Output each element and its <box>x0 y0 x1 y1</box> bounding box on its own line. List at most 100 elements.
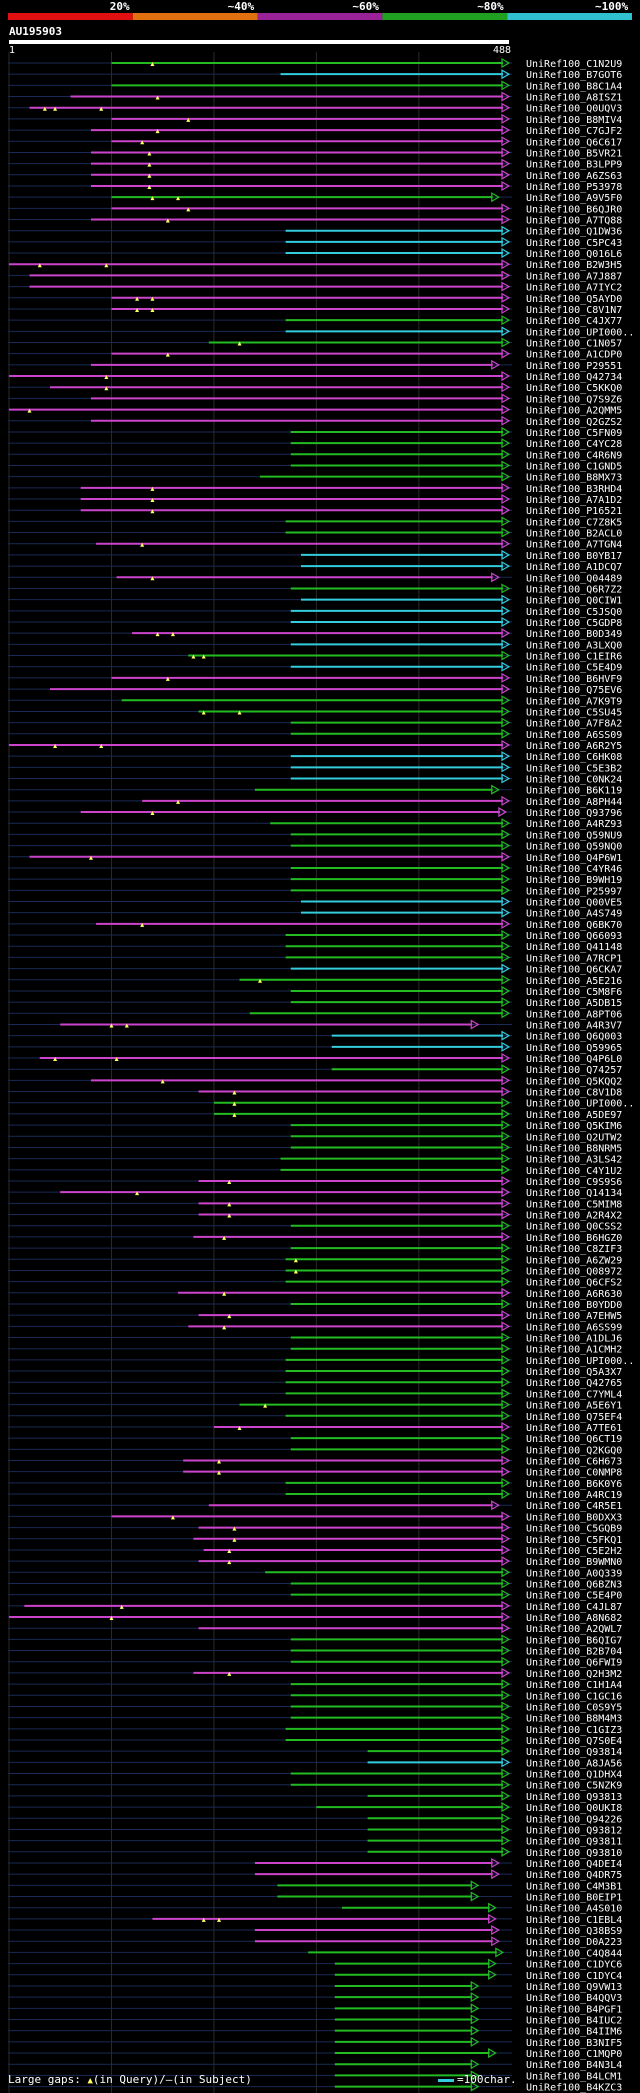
hit-label[interactable]: UniRef100_B8MIV4 <box>526 115 622 126</box>
hit-label[interactable]: UniRef100_B9WH19 <box>526 875 622 886</box>
hit-label[interactable]: UniRef100_Q0UKI8 <box>526 1803 622 1814</box>
hit-label[interactable]: UniRef100_UPI000.. <box>526 1099 634 1110</box>
hit-label[interactable]: UniRef100_Q5AYD0 <box>526 294 622 305</box>
hit-label[interactable]: UniRef100_A7IYC2 <box>526 283 622 294</box>
hit-label[interactable]: UniRef100_A5DB15 <box>526 998 622 1009</box>
hit-label[interactable]: UniRef100_A6SS09 <box>526 730 622 741</box>
hit-label[interactable]: UniRef100_C8ZIF3 <box>526 1244 622 1255</box>
hit-label[interactable]: UniRef100_UPI000.. <box>526 1356 634 1367</box>
hit-label[interactable]: UniRef100_A1CMH2 <box>526 1345 622 1356</box>
hit-label[interactable]: UniRef100_A2QMM5 <box>526 406 622 417</box>
hit-label[interactable]: UniRef100_Q1DHX4 <box>526 1770 622 1781</box>
hit-label[interactable]: UniRef100_A6ZS63 <box>526 171 622 182</box>
hit-label[interactable]: UniRef100_Q93814 <box>526 1747 622 1758</box>
hit-label[interactable]: UniRef100_Q59965 <box>526 1043 622 1054</box>
hit-label[interactable]: UniRef100_C5MIM8 <box>526 1199 622 1210</box>
hit-label[interactable]: UniRef100_A8JA56 <box>526 1758 622 1769</box>
hit-label[interactable]: UniRef100_A7J887 <box>526 271 622 282</box>
hit-label[interactable]: UniRef100_P29551 <box>526 361 622 372</box>
hit-label[interactable]: UniRef100_B6QIG7 <box>526 1635 622 1646</box>
hit-label[interactable]: UniRef100_B6HVF9 <box>526 674 622 685</box>
hit-label[interactable]: UniRef100_B8NRM5 <box>526 1143 622 1154</box>
hit-label[interactable]: UniRef100_Q7S9Z6 <box>526 394 622 405</box>
hit-label[interactable]: UniRef100_C4R6N9 <box>526 450 622 461</box>
hit-label[interactable]: UniRef100_C5E3B2 <box>526 763 622 774</box>
hit-label[interactable]: UniRef100_A1DCQ7 <box>526 562 622 573</box>
hit-label[interactable]: UniRef100_Q42765 <box>526 1378 622 1389</box>
hit-label[interactable]: UniRef100_A7TE61 <box>526 1423 622 1434</box>
hit-label[interactable]: UniRef100_Q6FWI9 <box>526 1658 622 1669</box>
hit-label[interactable]: UniRef100_B2ACL0 <box>526 529 622 540</box>
hit-label[interactable]: UniRef100_A3LS42 <box>526 1155 622 1166</box>
hit-label[interactable]: UniRef100_A7RCP1 <box>526 953 622 964</box>
hit-label[interactable]: UniRef100_A1DLJ6 <box>526 1334 622 1345</box>
hit-label[interactable]: UniRef100_C5KKQ0 <box>526 383 622 394</box>
hit-label[interactable]: UniRef100_Q59NQ0 <box>526 842 622 853</box>
hit-label[interactable]: UniRef100_C5FN09 <box>526 428 622 439</box>
hit-label[interactable]: UniRef100_C1MQP0 <box>526 2049 622 2060</box>
hit-label[interactable]: UniRef100_Q93811 <box>526 1837 622 1848</box>
hit-label[interactable]: UniRef100_C1EIR6 <box>526 652 622 663</box>
hit-label[interactable]: UniRef100_B4QQV3 <box>526 1993 622 2004</box>
hit-label[interactable]: UniRef100_Q5A3X7 <box>526 1367 622 1378</box>
hit-label[interactable]: UniRef100_C5M8F6 <box>526 987 622 998</box>
hit-label[interactable]: UniRef100_C4M3B1 <box>526 1881 622 1892</box>
hit-label[interactable]: UniRef100_C4Y1U2 <box>526 1166 622 1177</box>
hit-label[interactable]: UniRef100_B4KZC3 <box>526 2083 622 2093</box>
hit-label[interactable]: UniRef100_Q4P6W1 <box>526 853 622 864</box>
hit-label[interactable]: UniRef100_C1GC16 <box>526 1691 622 1702</box>
hit-label[interactable]: UniRef100_C4YR46 <box>526 864 622 875</box>
hit-label[interactable]: UniRef100_B0YB17 <box>526 551 622 562</box>
hit-label[interactable]: UniRef100_Q14134 <box>526 1188 622 1199</box>
hit-label[interactable]: UniRef100_Q2H3M2 <box>526 1669 622 1680</box>
hit-label[interactable]: UniRef100_Q9VW13 <box>526 1982 622 1993</box>
hit-label[interactable]: UniRef100_Q41148 <box>526 942 622 953</box>
hit-label[interactable]: UniRef100_C4Q844 <box>526 1948 622 1959</box>
hit-label[interactable]: UniRef100_Q5KQQ2 <box>526 1076 622 1087</box>
hit-label[interactable]: UniRef100_A8PT06 <box>526 1009 622 1020</box>
hit-label[interactable]: UniRef100_C5GQB9 <box>526 1524 622 1535</box>
hit-label[interactable]: UniRef100_C7YML4 <box>526 1389 622 1400</box>
hit-label[interactable]: UniRef100_Q2KGQ0 <box>526 1445 622 1456</box>
hit-label[interactable]: UniRef100_C5E4D9 <box>526 663 622 674</box>
hit-label[interactable]: UniRef100_B7GOT6 <box>526 70 622 81</box>
hit-label[interactable]: UniRef100_Q0CIW1 <box>526 596 622 607</box>
hit-label[interactable]: UniRef100_B8M4M3 <box>526 1714 622 1725</box>
hit-label[interactable]: UniRef100_B3LPP9 <box>526 160 622 171</box>
hit-label[interactable]: UniRef100_A6R2Y5 <box>526 741 622 752</box>
hit-label[interactable]: UniRef100_A9V5F0 <box>526 193 622 204</box>
hit-label[interactable]: UniRef100_B8MX73 <box>526 473 622 484</box>
hit-label[interactable]: UniRef100_C4JX77 <box>526 316 622 327</box>
hit-label[interactable]: UniRef100_A4RZ93 <box>526 819 622 830</box>
hit-label[interactable]: UniRef100_Q0UQV3 <box>526 104 622 115</box>
hit-label[interactable]: UniRef100_C1EBL4 <box>526 1915 622 1926</box>
hit-label[interactable]: UniRef100_Q4P6L0 <box>526 1054 622 1065</box>
hit-label[interactable]: UniRef100_B6K0Y6 <box>526 1479 622 1490</box>
hit-label[interactable]: UniRef100_B6HGZ0 <box>526 1233 622 1244</box>
hit-label[interactable]: UniRef100_C5NZK9 <box>526 1781 622 1792</box>
hit-label[interactable]: UniRef100_B0YDD0 <box>526 1300 622 1311</box>
hit-label[interactable]: UniRef100_C5FKQ1 <box>526 1535 622 1546</box>
hit-label[interactable]: UniRef100_A2R4X2 <box>526 1211 622 1222</box>
hit-label[interactable]: UniRef100_C5SU45 <box>526 707 622 718</box>
hit-label[interactable]: UniRef100_Q66093 <box>526 931 622 942</box>
hit-label[interactable]: UniRef100_Q75EV6 <box>526 685 622 696</box>
hit-label[interactable]: UniRef100_Q6CKA7 <box>526 965 622 976</box>
hit-label[interactable]: UniRef100_Q93810 <box>526 1848 622 1859</box>
hit-label[interactable]: UniRef100_Q6Q003 <box>526 1032 622 1043</box>
hit-label[interactable]: UniRef100_C4JL87 <box>526 1602 622 1613</box>
hit-label[interactable]: UniRef100_Q94226 <box>526 1814 622 1825</box>
hit-label[interactable]: UniRef100_Q74257 <box>526 1065 622 1076</box>
hit-label[interactable]: UniRef100_A2QWL7 <box>526 1624 622 1635</box>
hit-label[interactable]: UniRef100_C1N2U9 <box>526 59 622 70</box>
hit-label[interactable]: UniRef100_Q04489 <box>526 573 622 584</box>
hit-label[interactable]: UniRef100_B4LCM1 <box>526 2071 622 2082</box>
hit-label[interactable]: UniRef100_A7F8A2 <box>526 719 622 730</box>
hit-label[interactable]: UniRef100_A6R630 <box>526 1289 622 1300</box>
hit-label[interactable]: UniRef100_B6K119 <box>526 786 622 797</box>
hit-label[interactable]: UniRef100_Q6R7Z2 <box>526 584 622 595</box>
hit-label[interactable]: UniRef100_C7GJF2 <box>526 126 622 137</box>
hit-label[interactable]: UniRef100_C7Z8K5 <box>526 517 622 528</box>
hit-label[interactable]: UniRef100_B4N3L4 <box>526 2060 622 2071</box>
hit-label[interactable]: UniRef100_Q6BZN3 <box>526 1579 622 1590</box>
